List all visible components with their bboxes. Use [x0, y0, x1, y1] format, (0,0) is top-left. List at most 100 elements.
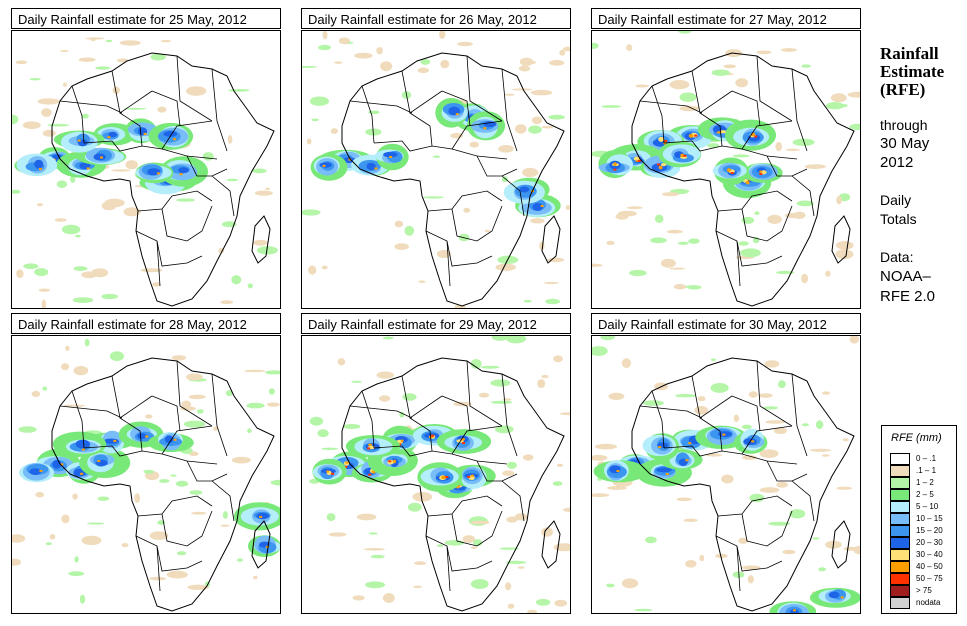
rainfall-patch-light: [562, 507, 570, 512]
rainfall-patch-light: [505, 560, 527, 564]
country-border: [361, 85, 375, 144]
rainfall-patch-light: [666, 229, 683, 234]
rainfall-patch-light: [152, 282, 161, 287]
rainfall-patch-light: [220, 300, 234, 305]
legend-label: 10 – 15: [916, 514, 943, 523]
rainfall-cluster: [532, 203, 544, 211]
rainfall-patch-light: [775, 141, 782, 152]
rainfall-patch-light: [768, 521, 791, 526]
rainfall-hotspot: [694, 134, 698, 137]
legend-swatch: [890, 525, 910, 537]
rainfall-patch-light: [606, 583, 615, 588]
rainfall-patch-light: [545, 298, 560, 305]
rainfall-cluster: [483, 121, 497, 128]
rainfall-patch-light: [782, 549, 796, 555]
rainfall-patch-light: [484, 229, 491, 233]
rainfall-patch-light: [776, 270, 795, 275]
rainfall-patch-light: [528, 125, 542, 134]
rainfall-patch-light: [86, 522, 105, 525]
rainfall-cluster: [656, 467, 672, 473]
rainfall-patch-light: [78, 57, 96, 62]
rainfall-patch-light: [504, 93, 515, 96]
country-border: [741, 510, 793, 547]
rainfall-patch-light: [404, 225, 415, 236]
rainfall-patch-light: [101, 293, 119, 300]
rainfall-patch-light: [601, 105, 622, 108]
rainfall-patch-light: [669, 267, 685, 270]
legend-swatch: [890, 501, 910, 513]
rainfall-patch-light: [311, 118, 320, 122]
rainfall-patch-light: [765, 420, 786, 424]
rainfall-patch-light: [326, 513, 336, 522]
rainfall-patch-light: [157, 106, 167, 113]
country-border: [211, 373, 228, 457]
rainfall-patch-light: [676, 497, 692, 502]
rainfall-patch-light: [530, 218, 545, 224]
country-border: [717, 495, 793, 517]
rainfall-patch-light: [548, 114, 565, 120]
country-border: [156, 240, 161, 287]
rainfall-patch-light: [699, 554, 705, 562]
rainfall-cluster: [745, 180, 750, 185]
rainfall-patch-light: [629, 269, 647, 277]
africa-map-svg: [309, 336, 570, 613]
rainfall-patch-light: [321, 447, 339, 450]
country-border: [59, 100, 123, 114]
rainfall-patch-light: [247, 428, 252, 434]
rainfall-patch-light: [41, 108, 52, 117]
country-border: [766, 460, 808, 482]
rainfall-patch-light: [187, 584, 209, 590]
rainfall-patch-light: [801, 64, 811, 68]
country-border: [349, 405, 413, 419]
rainfall-patch-light: [251, 168, 267, 174]
rainfall-patch-light: [12, 534, 26, 543]
country-border: [717, 190, 793, 212]
rainfall-patch-light: [499, 547, 519, 550]
rainfall-patch-light: [710, 358, 716, 362]
country-border: [425, 230, 493, 267]
rainfall-map: [591, 30, 861, 309]
rainfall-patch-light: [49, 534, 56, 540]
madagascar-outline: [831, 520, 851, 569]
country-border: [451, 510, 503, 547]
rainfall-hotspot: [657, 163, 660, 166]
rainfall-hotspot: [722, 433, 726, 436]
rainfall-cluster: [345, 461, 349, 464]
legend-item: 0 – .1: [890, 453, 954, 466]
rainfall-patch-light: [143, 469, 154, 474]
rainfall-patch-light: [231, 456, 251, 464]
country-border: [211, 480, 235, 522]
rainfall-patch-light: [491, 336, 509, 341]
rainfall-patch-light: [457, 41, 473, 47]
rainfall-patch-light: [394, 220, 404, 228]
legend-swatch: [890, 549, 910, 561]
country-border: [176, 55, 213, 122]
rainfall-patch-light: [785, 148, 800, 151]
rainfall-patch-light: [792, 138, 815, 146]
rainfall-patch-light: [732, 154, 750, 158]
rainfall-patch-light: [773, 427, 787, 435]
rainfall-patch-light: [394, 243, 409, 251]
rainfall-patch-light: [382, 593, 395, 603]
country-border: [791, 373, 808, 457]
rainfall-patch-light: [556, 463, 563, 467]
madagascar-outline: [831, 215, 851, 264]
rainfall-patch-light: [418, 280, 426, 283]
rainfall-hotspot: [344, 466, 348, 468]
rainfall-hotspot: [374, 167, 378, 170]
rainfall-patch-light: [85, 37, 105, 40]
rainfall-patch-light: [522, 454, 534, 461]
rainfall-patch-light: [835, 241, 854, 250]
rainfall-patch-light: [470, 359, 482, 369]
rainfall-patch-light: [607, 486, 627, 490]
rainfall-patch-light: [170, 474, 177, 477]
rainfall-patch-light: [836, 195, 842, 205]
rainfall-cluster: [688, 134, 694, 138]
rainfall-patch-light: [119, 40, 141, 46]
rainfall-hotspot: [81, 448, 85, 451]
rainfall-patch-light: [498, 145, 514, 153]
rainfall-cluster: [366, 162, 376, 171]
rainfall-hotspot: [483, 127, 487, 130]
rainfall-patch-light: [61, 224, 81, 235]
legend-label: .1 – 1: [916, 466, 937, 475]
